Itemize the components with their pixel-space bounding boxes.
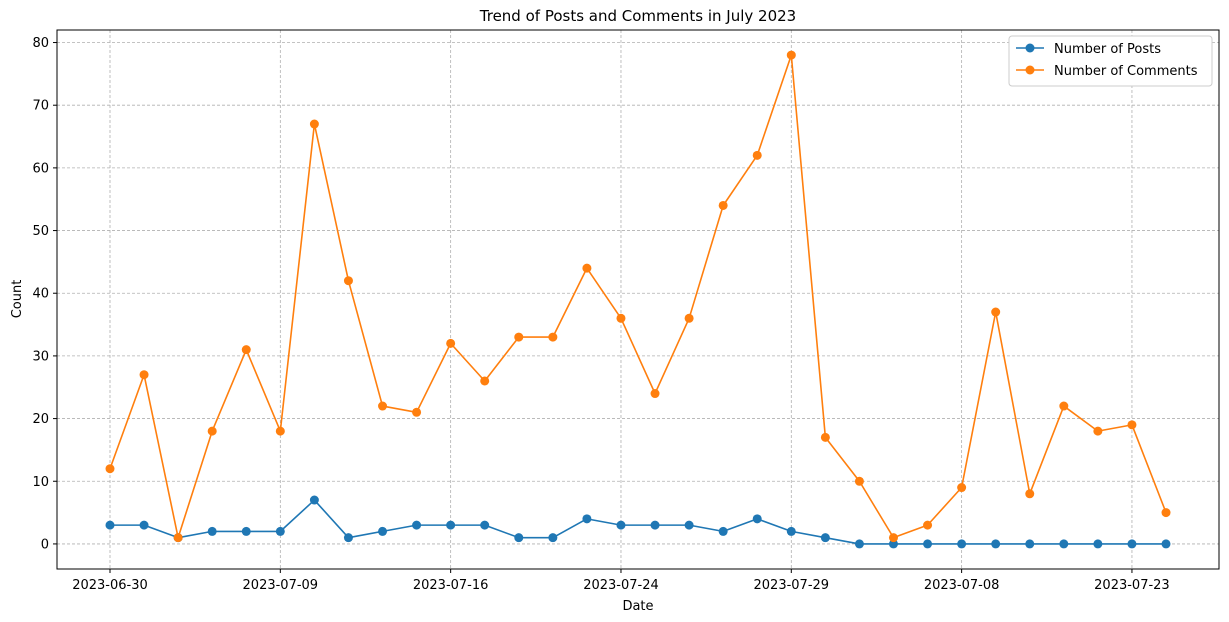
series-line	[110, 499, 1167, 545]
data-point	[616, 520, 626, 530]
data-point	[105, 464, 115, 474]
data-point	[480, 376, 490, 386]
data-point	[1025, 539, 1035, 549]
x-tick-label: 2023-06-30	[72, 578, 148, 593]
data-point	[684, 313, 694, 323]
x-tick-label: 2023-07-24	[583, 578, 659, 593]
data-point	[105, 520, 115, 530]
data-point	[207, 526, 217, 536]
legend-label-comments: Number of Comments	[1054, 64, 1198, 79]
x-tick-label: 2023-07-08	[924, 578, 1000, 593]
data-point	[548, 533, 558, 543]
legend-label-posts: Number of Posts	[1054, 42, 1161, 57]
y-tick-label: 30	[32, 349, 49, 364]
data-point	[514, 533, 524, 543]
data-point	[718, 200, 728, 210]
y-tick-label: 0	[41, 537, 49, 552]
data-point	[820, 432, 830, 442]
data-point	[446, 520, 456, 530]
data-point	[888, 533, 898, 543]
data-point	[378, 526, 388, 536]
data-point	[1127, 420, 1137, 430]
data-point	[1025, 489, 1035, 499]
data-point	[752, 514, 762, 524]
data-point	[139, 520, 149, 530]
data-point	[854, 539, 864, 549]
data-point	[752, 150, 762, 160]
data-point	[786, 526, 796, 536]
grid-lines	[57, 30, 1219, 569]
series-layer	[105, 50, 1171, 549]
y-tick-label: 20	[32, 412, 49, 427]
data-point	[139, 370, 149, 380]
y-axis: 0 10 20 30 40 50 60 70 80	[32, 36, 57, 552]
series-line	[109, 54, 1167, 539]
data-point	[446, 338, 456, 348]
x-axis: 2023-06-30 2023-07-09 2023-07-16 2023-07-24…	[72, 569, 1170, 593]
y-axis-title: Count	[10, 280, 25, 319]
data-point	[343, 276, 353, 286]
data-point	[957, 483, 967, 493]
legend: Number of Posts Number of Comments	[1008, 35, 1213, 87]
chart-title: Trend of Posts and Comments in July 2023	[479, 7, 796, 25]
x-axis-title: Date	[622, 599, 653, 614]
data-point	[412, 520, 422, 530]
data-point	[1093, 426, 1103, 436]
data-point	[378, 401, 388, 411]
legend-marker-posts	[1025, 43, 1035, 53]
y-tick-label: 80	[32, 36, 49, 51]
data-point	[514, 332, 524, 342]
data-point	[888, 539, 898, 549]
data-point	[923, 520, 933, 530]
data-point	[582, 514, 592, 524]
data-point	[854, 476, 864, 486]
data-point	[718, 526, 728, 536]
data-point	[991, 539, 1001, 549]
x-tick-label: 2023-07-23	[1094, 578, 1170, 593]
data-point	[309, 495, 319, 505]
data-point	[684, 520, 694, 530]
data-point	[991, 307, 1001, 317]
data-point	[548, 332, 558, 342]
data-point	[923, 539, 933, 549]
legend-box	[1008, 35, 1213, 87]
data-point	[480, 520, 490, 530]
data-point	[786, 50, 796, 60]
data-point	[412, 407, 422, 417]
data-point	[1161, 539, 1171, 549]
legend-marker-comments	[1025, 65, 1035, 75]
data-point	[343, 533, 353, 543]
x-tick-label: 2023-07-29	[754, 578, 830, 593]
y-tick-label: 10	[32, 475, 49, 490]
data-point	[207, 426, 217, 436]
data-point	[650, 389, 660, 399]
data-point	[275, 426, 285, 436]
series-0	[105, 495, 1171, 549]
data-point	[957, 539, 967, 549]
data-point	[1127, 539, 1137, 549]
data-point	[1161, 508, 1171, 518]
y-tick-label: 60	[32, 161, 49, 176]
y-tick-label: 50	[32, 224, 49, 239]
data-point	[616, 313, 626, 323]
y-tick-label: 70	[32, 99, 49, 114]
data-point	[1093, 539, 1103, 549]
data-point	[650, 520, 660, 530]
data-point	[241, 526, 251, 536]
plot-frame	[56, 29, 1220, 570]
data-point	[1059, 401, 1069, 411]
x-tick-label: 2023-07-09	[243, 578, 319, 593]
data-point	[241, 345, 251, 355]
y-tick-label: 40	[32, 287, 49, 302]
data-point	[275, 526, 285, 536]
data-point	[820, 533, 830, 543]
series-1	[105, 50, 1171, 543]
data-point	[1059, 539, 1069, 549]
data-point	[582, 263, 592, 273]
data-point	[173, 533, 183, 543]
x-tick-label: 2023-07-16	[413, 578, 489, 593]
data-point	[309, 119, 319, 129]
